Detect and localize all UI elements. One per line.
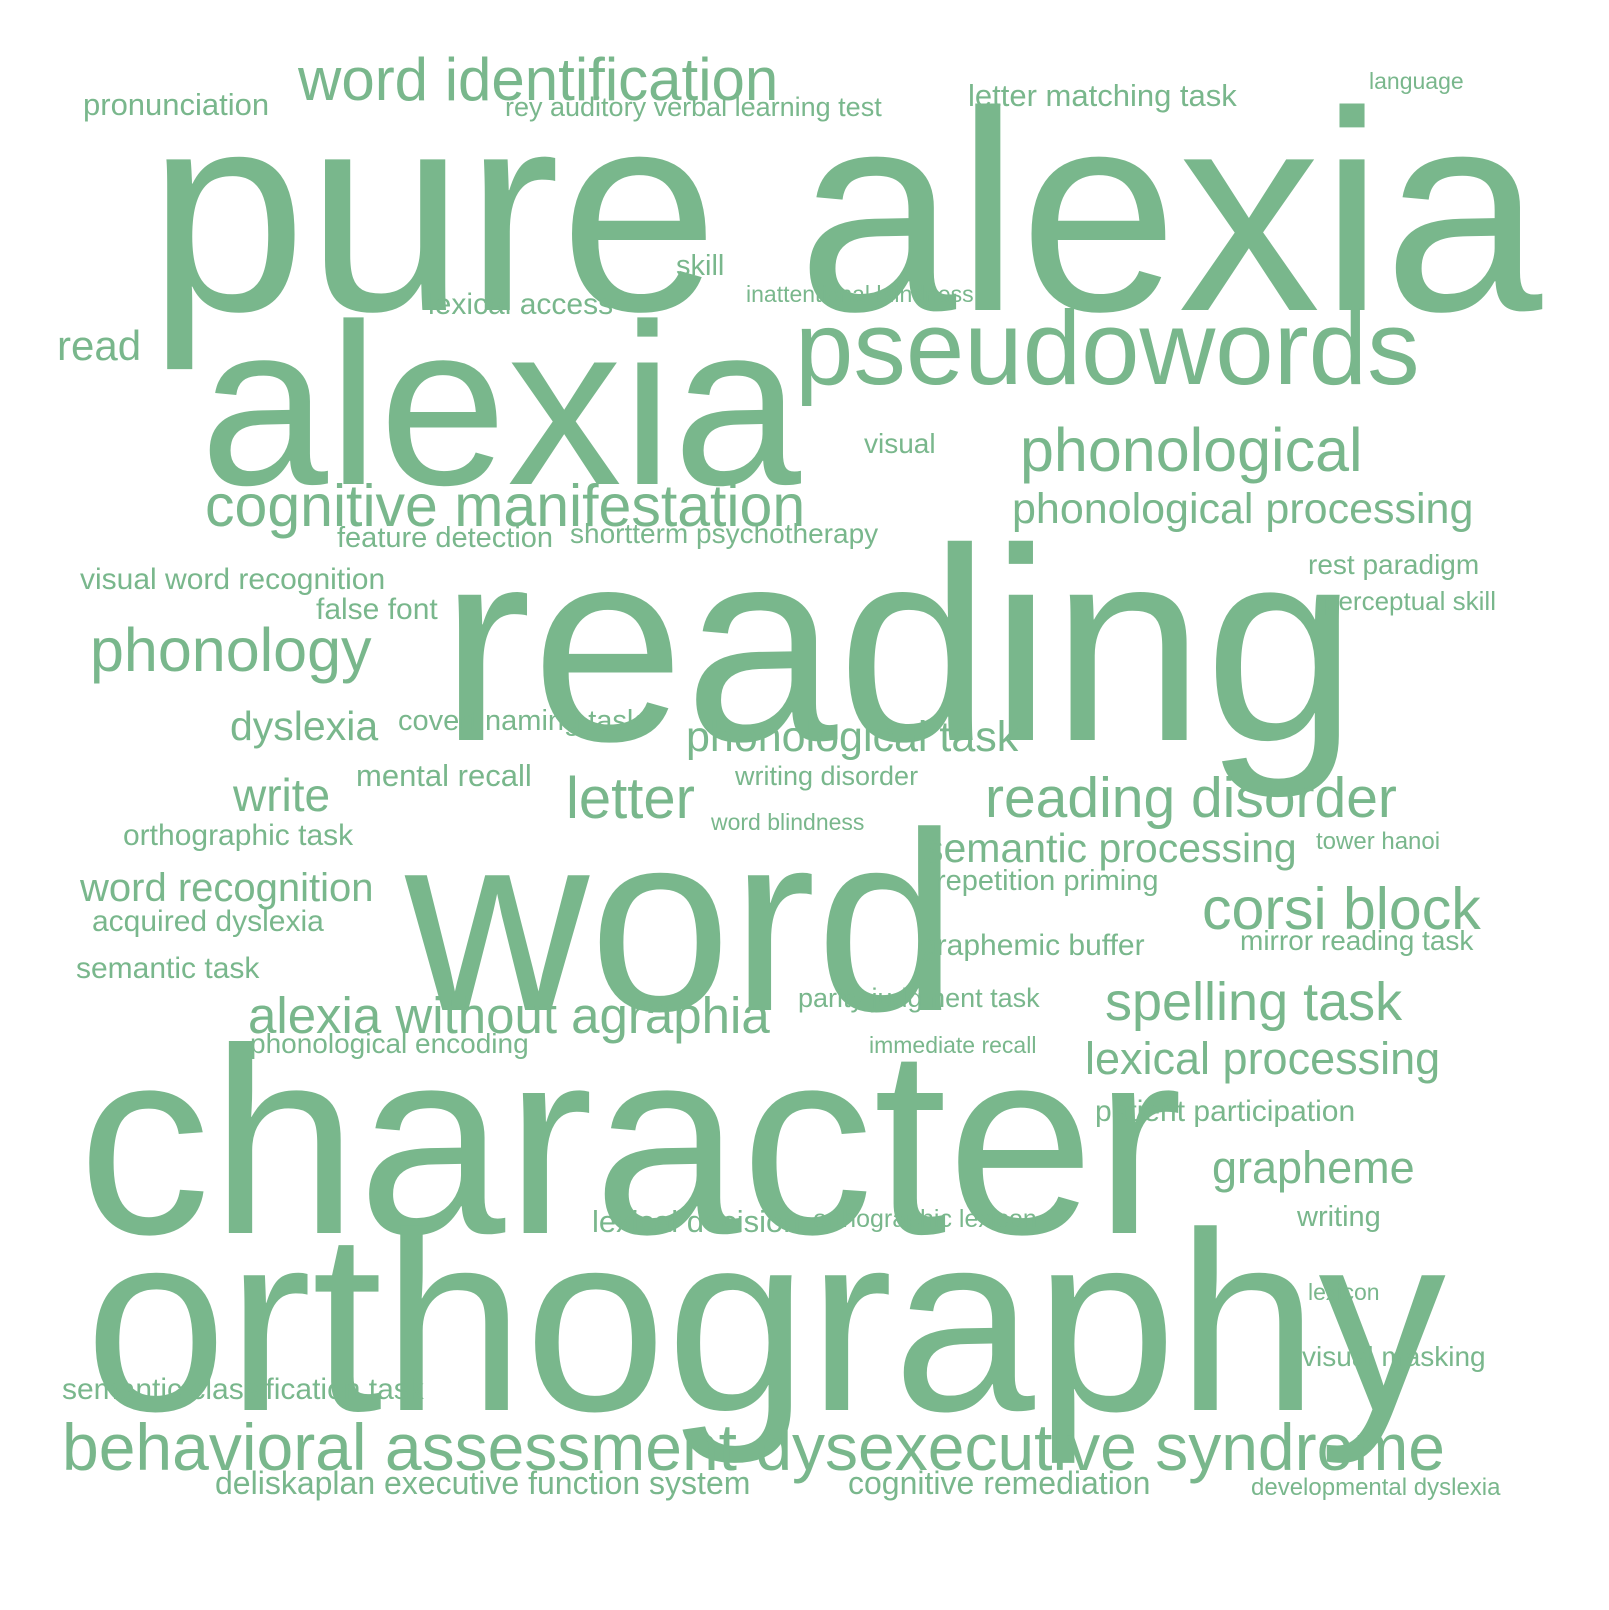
word-reading: reading (440, 492, 1358, 799)
word-phonological: phonological (1020, 416, 1363, 484)
word-false-font: false font (316, 593, 438, 626)
word-letter: letter (566, 766, 695, 831)
word-shortterm-psychotherapy: shortterm psychotherapy (570, 518, 879, 549)
word-acquired-dyslexia: acquired dyslexia (92, 905, 324, 938)
word-orthographic-lexicon: orthographic lexicon (813, 1205, 1037, 1233)
word-visual-word-recognition: visual word recognition (80, 563, 386, 596)
word-rey-auditory-verbal-learning-test: rey auditory verbal learning test (505, 92, 882, 122)
word-alexia: alexia (200, 276, 801, 533)
word-orthographic-task: orthographic task (123, 819, 354, 852)
word-read: read (57, 322, 142, 369)
word-pseudowords: pseudowords (795, 290, 1420, 407)
word-orthography: orthography (85, 1180, 1446, 1465)
word-word-recognition: word recognition (80, 866, 374, 910)
word-language: language (1369, 68, 1464, 94)
word-covert-naming-task: covert naming task (398, 705, 642, 737)
word-writing-disorder: writing disorder (735, 761, 919, 791)
word-tower-hanoi: tower hanoi (1316, 828, 1441, 855)
word-mental-recall: mental recall (356, 758, 532, 793)
word-spelling-task: spelling task (1105, 972, 1403, 1032)
word-visual-masking: visual masking (1302, 1341, 1486, 1372)
word-rest-paradigm: rest paradigm (1308, 549, 1480, 580)
word-semantic-task: semantic task (76, 952, 260, 985)
word-phonological-processing: phonological processing (1012, 485, 1474, 533)
word-pronunciation: pronunciation (83, 87, 270, 122)
word-perceptual-skill: perceptual skill (1324, 586, 1496, 616)
word-behavioral-assessment-dysexecutive-syndrome: behavioral assessment dysexecutive syndr… (62, 1410, 1446, 1484)
word-grapheme: grapheme (1212, 1142, 1415, 1193)
word-semantic-processing: semantic processing (923, 825, 1297, 871)
word-deliskaplan-executive-function-system: deliskaplan executive function system (215, 1465, 751, 1501)
word-dyslexia: dyslexia (230, 703, 379, 749)
word-phonology: phonology (90, 616, 372, 684)
word-reading-disorder: reading disorder (985, 766, 1397, 830)
word-phonological-task: phonological task (686, 713, 1019, 761)
word-lexical-processing: lexical processing (1085, 1033, 1441, 1084)
word-parity-judgment-task: parity judgment task (798, 983, 1040, 1013)
word-cognitive-manifestation: cognitive manifestation (205, 473, 806, 539)
word-pure-alexia: pure alexia (148, 53, 1543, 371)
word-repetition-priming: repetition priming (936, 865, 1159, 897)
word-lexical-access: lexical access (428, 288, 614, 321)
word-word: word (405, 780, 958, 1065)
word-alexia-without-agraphia: alexia without agraphia (248, 987, 770, 1044)
word-patient-participation: patient participation (1095, 1095, 1356, 1128)
word-word-identification: word identification (298, 46, 779, 113)
word-mirror-reading-task: mirror reading task (1240, 925, 1474, 956)
word-lexicon: lexicon (1308, 1279, 1380, 1305)
word-immediate-recall: immediate recall (869, 1032, 1037, 1058)
word-write: write (233, 769, 331, 821)
word-visual: visual (864, 428, 936, 459)
word-developmental-dyslexia: developmental dyslexia (1251, 1474, 1501, 1501)
word-cognitive-remediation: cognitive remediation (848, 1465, 1151, 1501)
word-graphemic-buffer: graphemic buffer (920, 929, 1145, 962)
word-lexical-decision: lexical decision (592, 1204, 801, 1239)
word-inattentional-blindness: inattentional blindness (746, 281, 974, 307)
word-skill: skill (676, 250, 725, 282)
word-letter-matching-task: letter matching task (968, 78, 1237, 113)
word-word-blindness: word blindness (711, 809, 865, 835)
word-feature-detection: feature detection (337, 522, 554, 554)
word-writing: writing (1297, 1201, 1381, 1233)
word-character: character (78, 994, 1183, 1290)
word-phonological-encoding: phonological encoding (250, 1028, 529, 1059)
word-corsi-block: corsi block (1202, 876, 1481, 942)
word-semantic-classification-task: semantic classification task (62, 1373, 424, 1406)
